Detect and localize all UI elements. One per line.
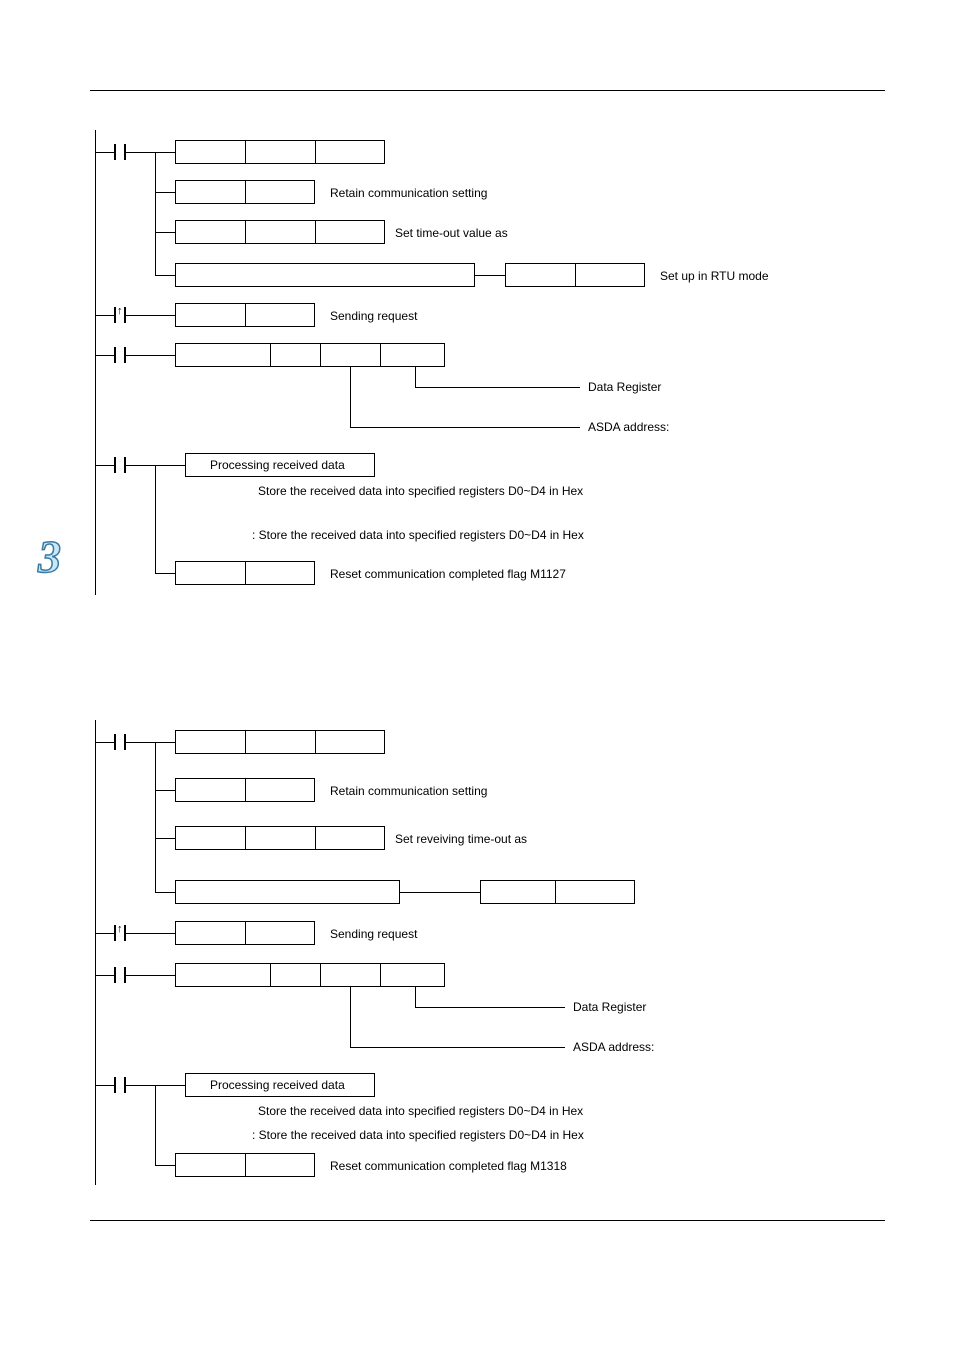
contact-icon: [110, 967, 130, 983]
instr-box: [480, 880, 635, 904]
label: Set reveiving time-out as: [395, 832, 527, 846]
bottom-rule: [90, 1220, 885, 1221]
instr-box: [175, 263, 475, 287]
label: Processing received data: [210, 458, 345, 472]
instr-box: [175, 880, 400, 904]
label: Store the received data into specified r…: [258, 484, 583, 498]
label: Retain communication setting: [330, 186, 487, 200]
label: Reset communication completed flag M1318: [330, 1159, 567, 1173]
label: Data Register: [573, 1000, 646, 1014]
ladder-diagram-1: Retain communication setting Set time-ou…: [0, 130, 900, 600]
instr-box: [175, 963, 445, 987]
label: Sending request: [330, 309, 417, 323]
label: Store the received data into specified r…: [258, 1104, 583, 1118]
label: Reset communication completed flag M1127: [330, 567, 566, 581]
label: : Store the received data into specified…: [252, 528, 584, 542]
label: Retain communication setting: [330, 784, 487, 798]
contact-icon: [110, 734, 130, 750]
label: Set time-out value as: [395, 226, 508, 240]
label: Set up in RTU mode: [660, 269, 769, 283]
label: : Store the received data into specified…: [252, 1128, 584, 1142]
label: Processing received data: [210, 1078, 345, 1092]
contact-icon: [110, 144, 130, 160]
ladder-diagram-2: Retain communication setting Set reveivi…: [0, 720, 900, 1190]
instr-box: [175, 220, 385, 244]
contact-icon: [110, 1077, 130, 1093]
instr-box: [175, 343, 445, 367]
label: ASDA address:: [588, 420, 669, 434]
instr-box: [175, 730, 385, 754]
contact-icon: [110, 457, 130, 473]
contact-pulse-icon: ↑: [110, 307, 130, 323]
contact-pulse-icon: ↑: [110, 925, 130, 941]
instr-box: [175, 140, 385, 164]
top-rule: [90, 90, 885, 91]
label: Data Register: [588, 380, 661, 394]
instr-box: [175, 826, 385, 850]
label: Sending request: [330, 927, 417, 941]
label: ASDA address:: [573, 1040, 654, 1054]
contact-icon: [110, 347, 130, 363]
